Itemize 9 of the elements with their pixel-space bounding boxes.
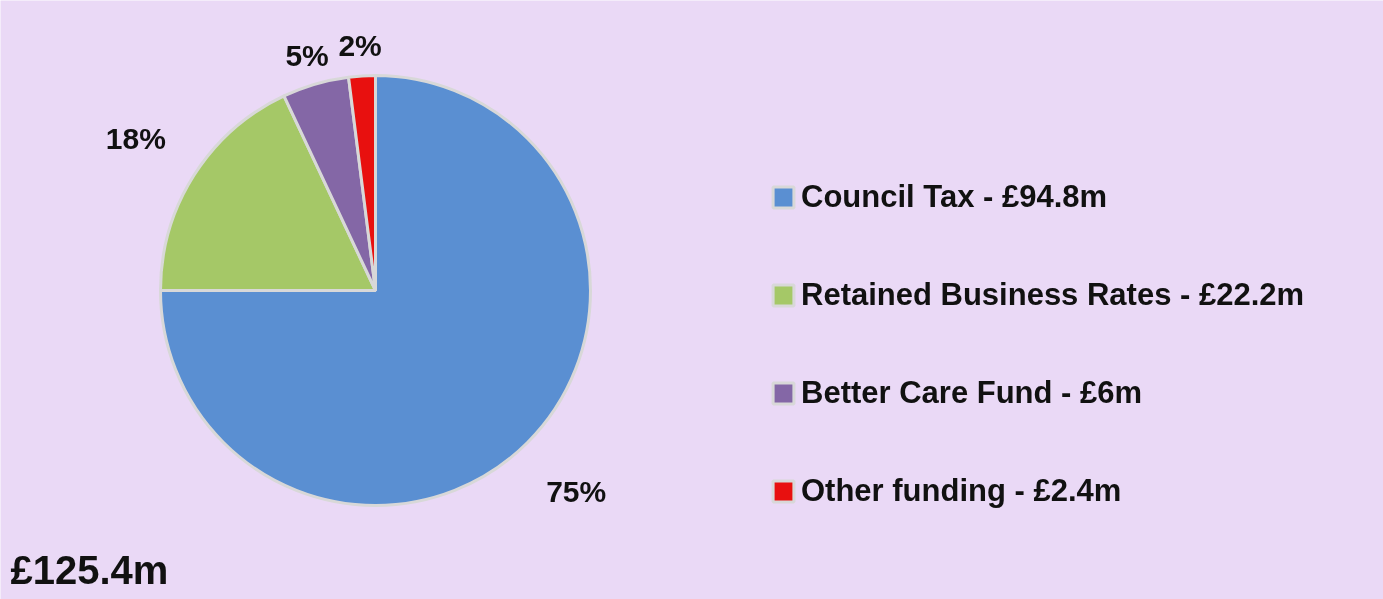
legend-label: Better Care Fund - £6m [801, 375, 1143, 411]
legend-label: Council Tax - £94.8m [801, 179, 1108, 215]
data-label: 2% [338, 29, 382, 63]
text: £125.4m [10, 547, 169, 592]
legend-label: Retained Business Rates - £22.2m [801, 277, 1305, 313]
legend-label: Other funding - £2.4m [801, 473, 1122, 509]
data-label: 18% [105, 121, 166, 155]
data-label: 5% [285, 38, 329, 72]
data-label: 75% [546, 474, 607, 508]
